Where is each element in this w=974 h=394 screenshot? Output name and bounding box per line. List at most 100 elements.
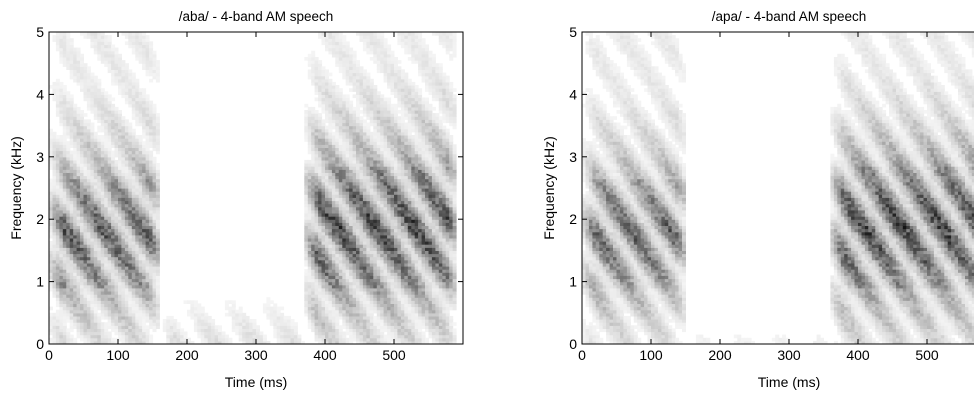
spectrogram-cell [80,297,84,301]
spectrogram-cell [128,287,133,292]
spectrogram-cell [90,256,95,261]
spectrogram-cell [311,175,316,180]
spectrogram-cell [349,181,354,186]
spectrogram-cell [335,110,340,114]
spectrogram-cell [100,147,105,152]
spectrogram-cell [345,216,350,220]
spectrogram-cell [114,259,119,264]
spectrogram-cell [321,159,326,164]
spectrogram-cell [104,91,109,95]
spectrogram-cell [345,63,350,67]
spectrogram-cell [318,259,323,264]
spectrogram-cell [114,159,119,164]
spectrogram-cell [118,322,122,326]
spectrogram-cell [335,237,340,242]
spectrogram-cell [307,228,312,233]
spectrogram-cell [369,309,374,314]
spectrogram-cell [362,228,367,233]
spectrogram-cell [118,213,122,217]
spectrogram-cell [328,262,333,267]
spectrogram-cell [369,122,374,127]
spectrogram-cell [338,259,343,264]
spectrogram-cell [342,244,347,248]
spectrogram-cell [155,228,160,233]
spectrogram-cell [142,147,147,152]
spectrogram-cell [338,116,343,120]
spectrogram-cell [349,284,354,289]
spectrogram-cell [321,119,326,124]
spectrogram-cell [107,153,112,158]
spectrogram-cell [104,181,109,186]
spectrogram-cell [321,69,326,74]
spectrogram-cell [314,135,319,139]
spectrogram-cell [307,144,312,148]
spectrogram-cell [111,78,116,83]
spectrogram-cell [93,278,98,283]
spectrogram-cell [93,113,98,117]
spectrogram-cell [345,213,350,217]
spectrogram-cell [69,256,74,261]
spectrogram-cell [145,122,150,127]
spectrogram-cell [121,153,126,158]
spectrogram-cell [59,206,64,211]
spectrogram-cell [142,88,147,92]
spectrogram-cell [114,231,119,236]
spectrogram-cell [345,116,350,120]
spectrogram-cell [176,334,181,339]
spectrogram-cell [62,287,67,292]
spectrogram-cell [111,150,116,155]
spectrogram-cell [338,69,343,74]
spectrogram-cell [49,209,53,214]
spectrogram-cell [69,237,74,242]
spectrogram-cell [314,256,319,261]
spectrogram-cell [100,57,105,61]
spectrogram-cell [362,340,367,344]
spectrogram-cell [290,337,295,342]
spectrogram-cell [311,213,316,217]
spectrogram-cell [176,322,181,326]
spectrogram-cell [359,138,364,142]
spectrogram-cell [290,334,295,339]
spectrogram-cell [62,319,67,323]
spectrogram-cell [342,225,347,230]
spectrogram-cell [155,209,160,214]
spectrogram-cell [180,334,185,339]
spectrogram-cell [69,166,74,170]
spectrogram-cell [121,116,126,120]
spectrogram-cell [356,281,360,286]
spectrogram-cell [335,241,340,245]
spectrogram-cell [111,197,116,202]
spectrogram-cell [52,294,57,298]
spectrogram-cell [335,60,340,64]
spectrogram-cell [62,97,67,102]
spectrogram-cell [66,287,71,292]
spectrogram-cell [155,72,160,77]
spectrogram-cell [49,178,53,183]
spectrogram-cell [152,57,157,61]
spectrogram-cell [97,184,102,189]
spectrogram-cell [62,284,67,289]
spectrogram-cell [135,306,140,311]
spectrogram-cell [69,110,74,114]
spectrogram-cell [373,91,378,95]
spectrogram-cell [86,97,91,102]
spectrogram-cell [52,334,57,339]
spectrogram-cell [149,181,154,186]
spectrogram-cell [76,256,81,261]
spectrogram-cell [80,272,84,276]
spectrogram-cell [311,209,316,214]
spectrogram-cell [155,75,160,80]
spectrogram-cell [311,219,316,223]
spectrogram-cell [111,122,116,127]
spectrogram-cell [121,287,126,292]
spectrogram-cell [155,241,160,245]
spectrogram-cell [321,325,326,329]
spectrogram-cell [359,38,364,42]
spectrogram-cell [190,315,195,320]
spectrogram-cell [124,194,129,198]
spectrogram-cell [55,178,60,183]
spectrogram-cell [135,178,140,183]
spectrogram-cell [118,269,122,273]
spectrogram-cell [155,319,160,323]
spectrogram-cell [138,241,143,245]
